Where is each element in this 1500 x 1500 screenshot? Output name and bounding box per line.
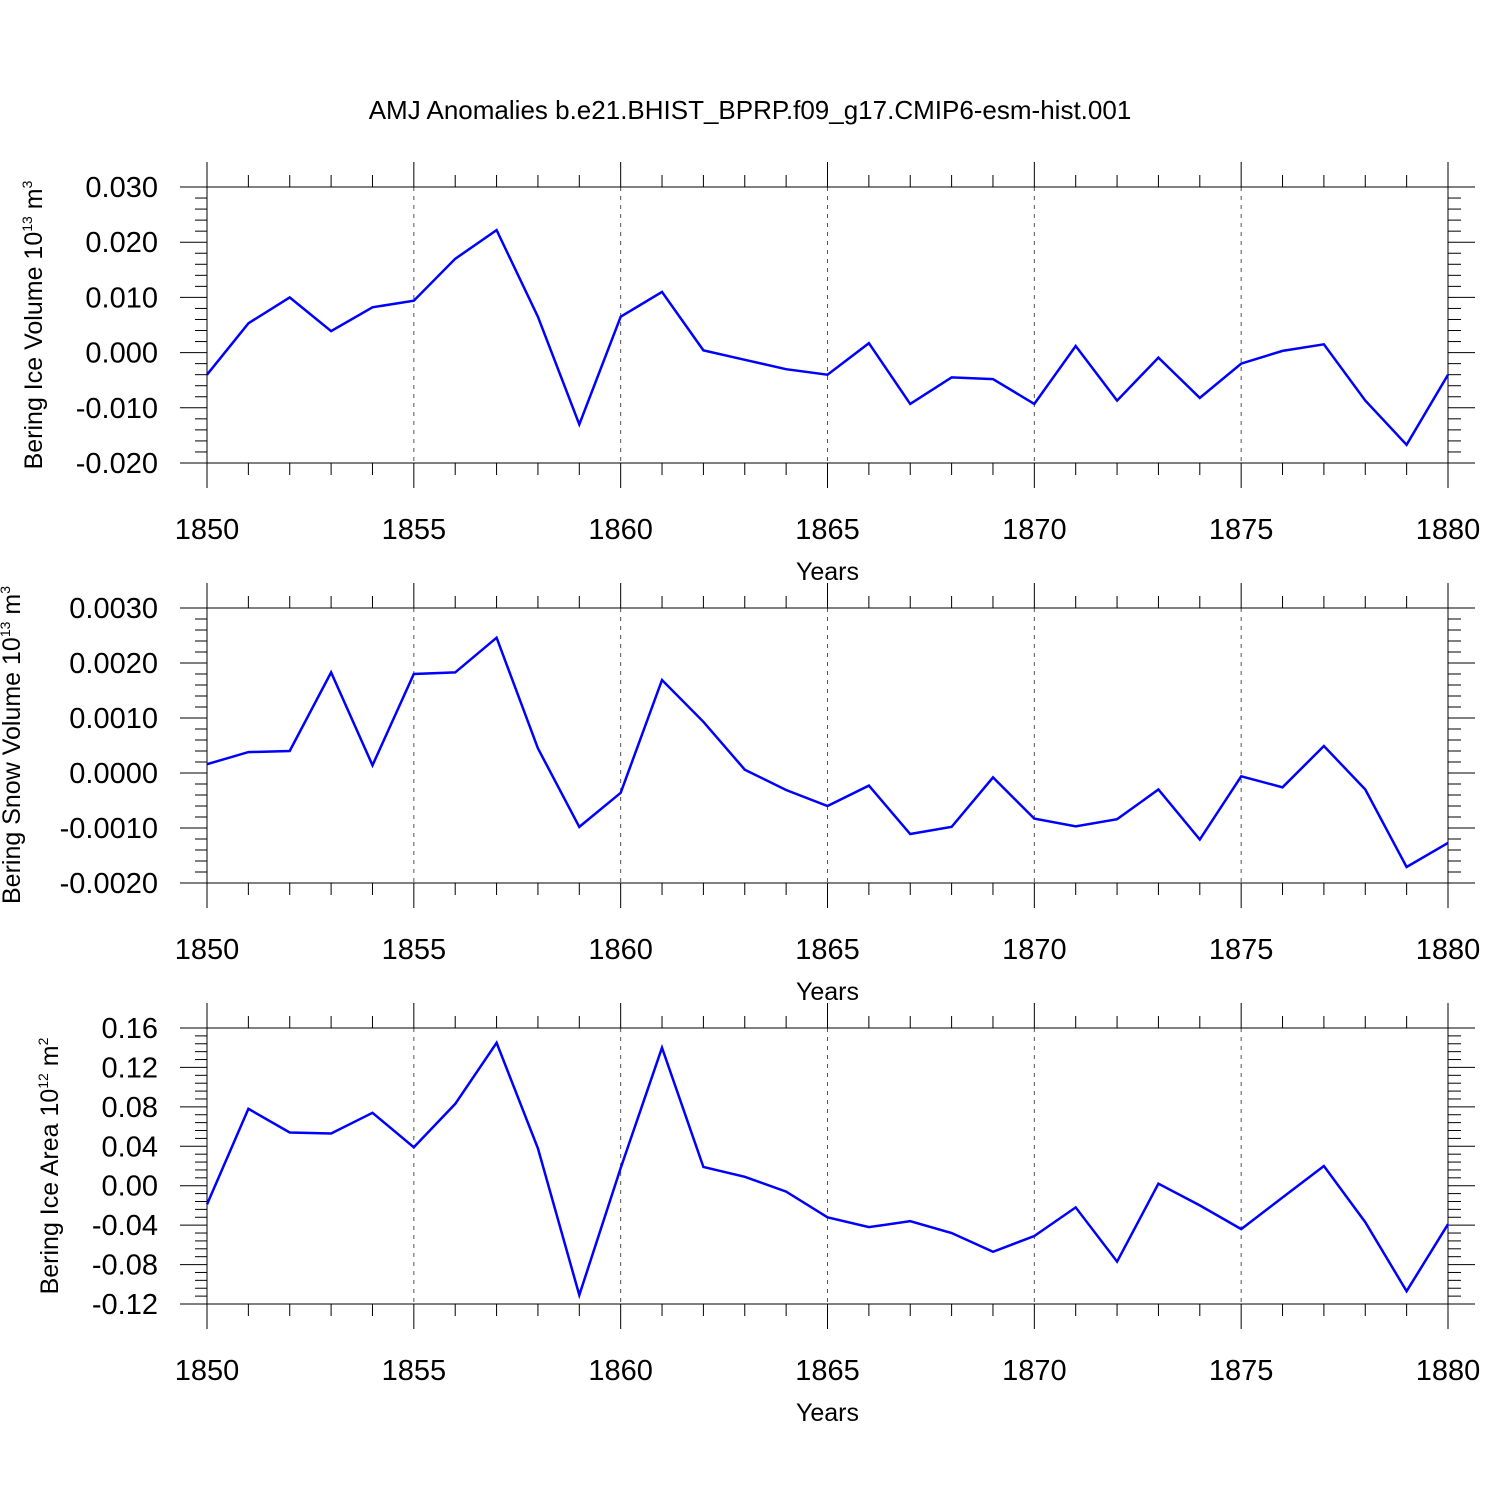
y-tick-label: 0.08	[102, 1092, 158, 1124]
y-axis-title-unit: m	[36, 1045, 64, 1073]
y-tick-label: 0.0000	[69, 758, 158, 790]
y-axis-title-exponent: 13	[0, 621, 13, 637]
y-tick-label: -0.12	[92, 1289, 158, 1321]
x-tick-label: 1850	[175, 934, 240, 966]
x-tick-label: 1860	[588, 934, 653, 966]
y-tick-label: 0.00	[102, 1171, 158, 1203]
x-tick-label: 1850	[175, 514, 240, 546]
y-tick-label: 0.12	[102, 1052, 158, 1084]
y-tick-label: 0.0030	[69, 593, 158, 625]
x-tick-label: 1875	[1209, 514, 1274, 546]
x-tick-label: 1880	[1416, 934, 1481, 966]
y-tick-label: -0.010	[76, 393, 158, 425]
y-axis-title: Bering Snow Volume 1013 m3	[0, 586, 26, 904]
y-axis-title-unit: m	[20, 188, 48, 216]
x-axis-title: Years	[796, 558, 859, 586]
y-tick-label: 0.16	[102, 1013, 158, 1045]
y-tick-label: -0.020	[76, 448, 158, 480]
x-tick-label: 1880	[1416, 1355, 1481, 1387]
x-tick-label: 1875	[1209, 1355, 1274, 1387]
y-tick-label: 0.020	[85, 227, 158, 259]
chart-panel-3: -0.12 -0.08 -0.04 0.00 0.04 0.08 0.12 0.16 1850 1…	[35, 1003, 1480, 1427]
x-tick-label: 1875	[1209, 934, 1274, 966]
y-tick-label: 0.0020	[69, 648, 158, 680]
y-axis-title-exponent: 13	[19, 216, 35, 232]
y-axis-title: Bering Ice Volume 1013 m3	[19, 180, 48, 469]
x-axis-title: Years	[796, 978, 859, 1006]
x-axis-title: Years	[796, 1399, 859, 1427]
series-line	[205, 1040, 1450, 1300]
y-axis-title-unit-exponent: 3	[0, 586, 13, 594]
y-tick-label: 0.030	[85, 172, 158, 204]
y-axis-title-text: Bering Ice Area 10	[36, 1089, 64, 1295]
y-axis-title-exponent: 12	[35, 1073, 51, 1089]
y-tick-label: 0.04	[102, 1131, 158, 1163]
chart-panel-1: -0.020 -0.010 0.000 0.010 0.020 0.030 1850 1855…	[19, 162, 1480, 586]
x-tick-label: 1865	[795, 1355, 860, 1387]
figure-title: AMJ Anomalies b.e21.BHIST_BPRP.f09_g17.C…	[368, 95, 1132, 125]
y-axis-title-text: Bering Snow Volume 10	[0, 637, 26, 904]
y-axis-title-unit: m	[0, 594, 26, 622]
x-tick-label: 1865	[795, 514, 860, 546]
y-axis-title-unit-exponent: 3	[19, 180, 35, 188]
chart-panel-2: -0.0020 -0.0010 0.0000 0.0010 0.0020 0.0030 18…	[0, 583, 1480, 1006]
x-tick-label: 1870	[1002, 514, 1067, 546]
x-tick-label: 1870	[1002, 934, 1067, 966]
x-tick-label: 1880	[1416, 514, 1481, 546]
x-tick-label: 1870	[1002, 1355, 1067, 1387]
x-tick-label: 1865	[795, 934, 860, 966]
x-tick-label: 1855	[382, 934, 447, 966]
y-tick-label: -0.0020	[60, 868, 158, 900]
y-tick-label: 0.0010	[69, 703, 158, 735]
y-tick-label: 0.000	[85, 338, 158, 370]
y-tick-label: 0.010	[85, 282, 158, 314]
y-axis-title: Bering Ice Area 1012 m2	[35, 1037, 64, 1294]
y-axis-title-text: Bering Ice Volume 10	[20, 232, 48, 470]
x-tick-label: 1850	[175, 1355, 240, 1387]
x-tick-label: 1860	[588, 1355, 653, 1387]
x-tick-label: 1860	[588, 514, 653, 546]
y-tick-label: -0.0010	[60, 813, 158, 845]
y-tick-label: -0.04	[92, 1210, 158, 1242]
y-tick-label: -0.08	[92, 1250, 158, 1282]
x-tick-label: 1855	[382, 514, 447, 546]
y-axis-title-unit-exponent: 2	[35, 1037, 51, 1045]
x-tick-label: 1855	[382, 1355, 447, 1387]
